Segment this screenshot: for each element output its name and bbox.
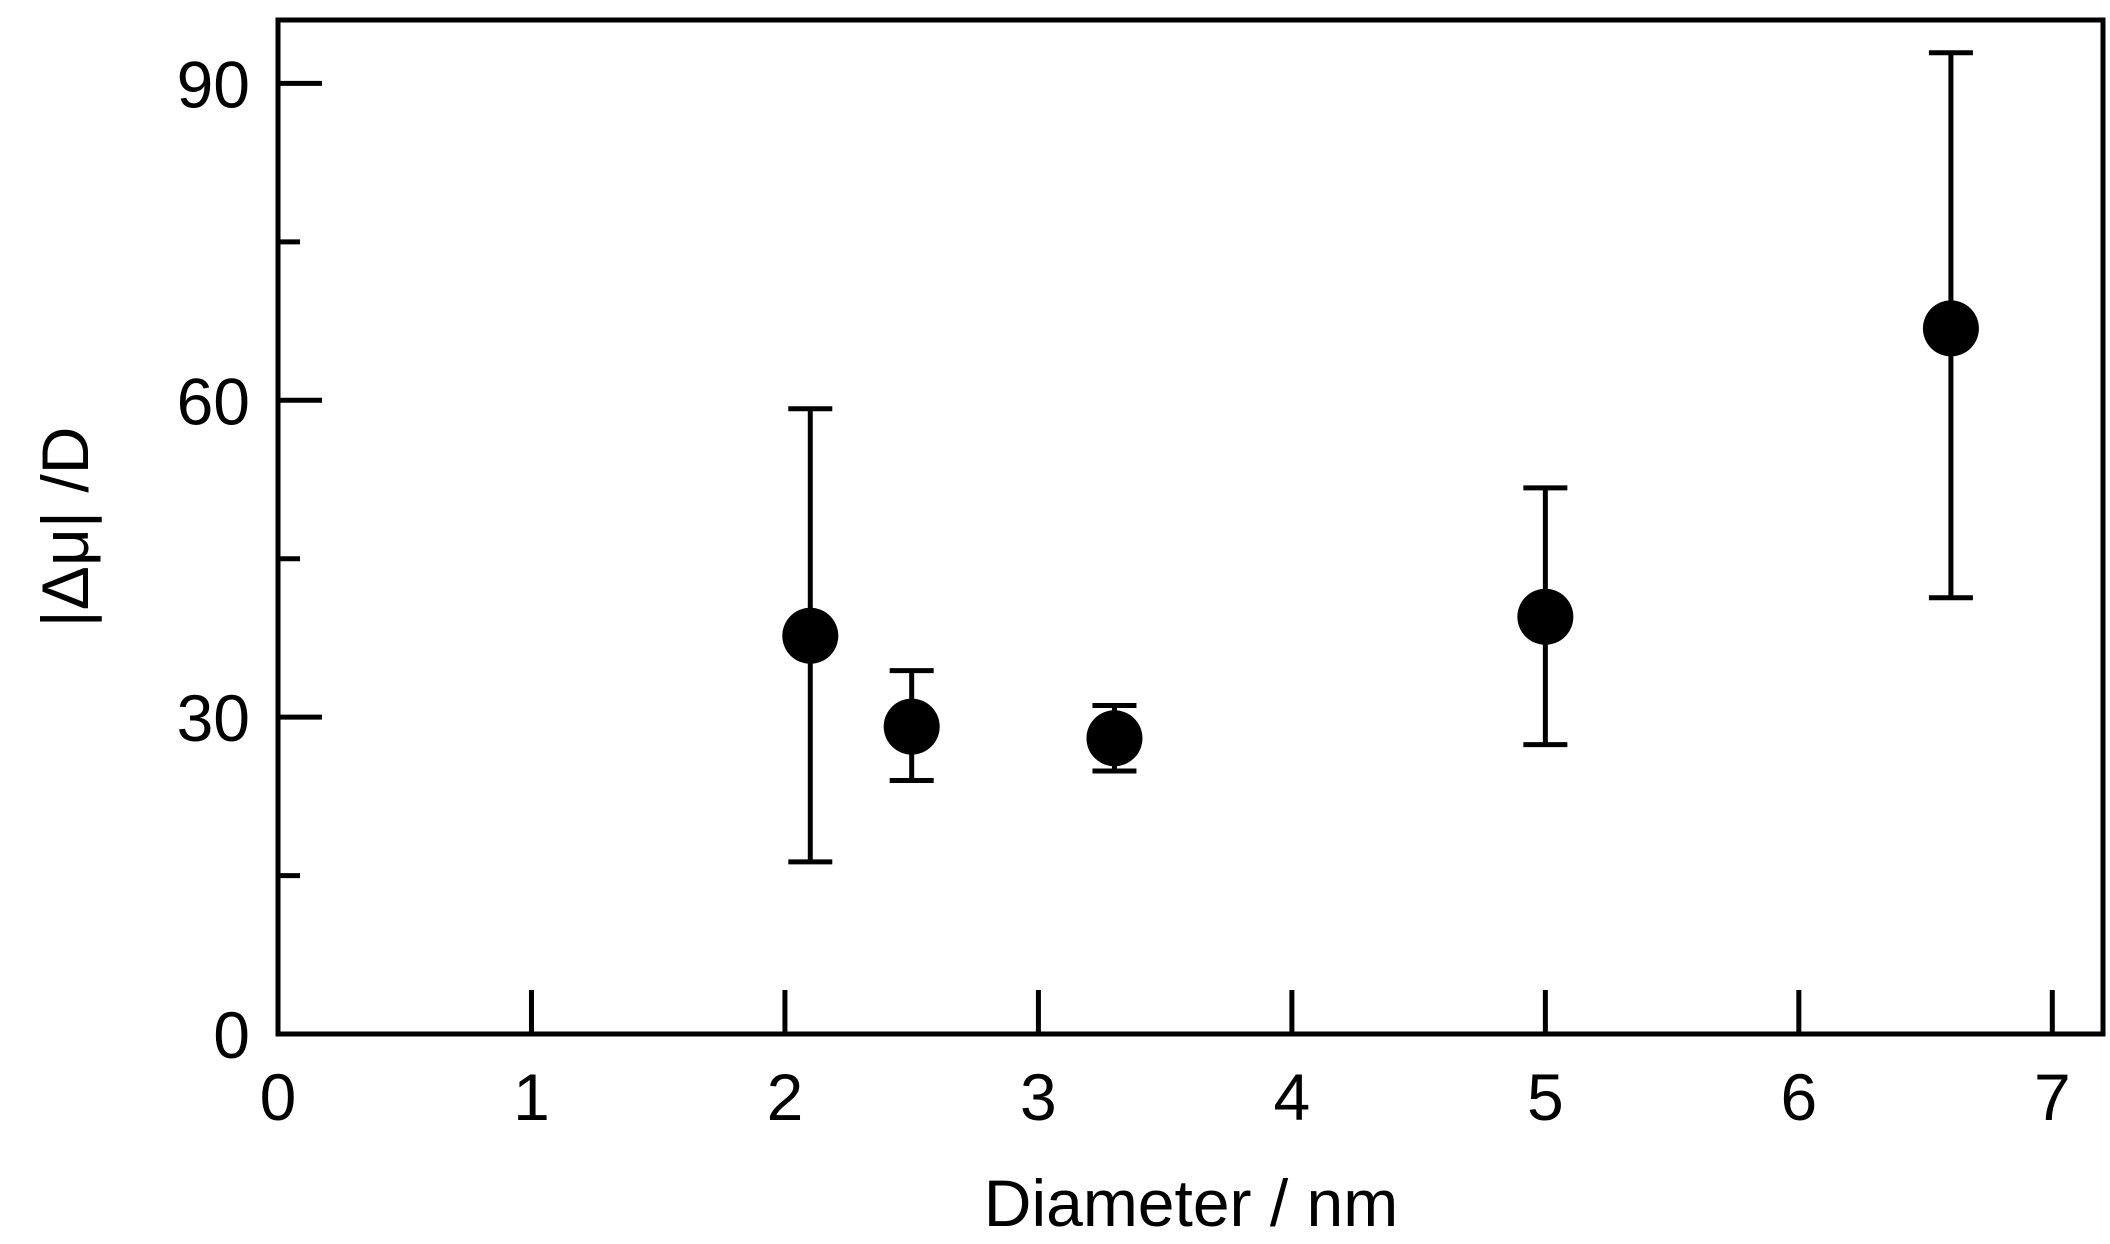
x-axis-title: Diameter / nm: [984, 1166, 1398, 1240]
x-tick-label-2: 2: [767, 1060, 804, 1134]
x-tick-label-5: 5: [1527, 1060, 1564, 1134]
axis-tick-labels: 0 1 2 3 4 5 6 7 0 30 60 90: [177, 47, 2071, 1134]
x-tick-label-0: 0: [260, 1060, 297, 1134]
x-tick-label-4: 4: [1274, 1060, 1311, 1134]
data-point-3: [1517, 588, 1574, 645]
data-point-1: [883, 698, 940, 755]
y-tick-label-2: 60: [177, 364, 250, 438]
data-point-4: [1922, 300, 1979, 357]
y-axis-title: |Δμ| /D: [28, 427, 102, 628]
x-tick-label-3: 3: [1020, 1060, 1057, 1134]
y-tick-label-1: 30: [177, 681, 250, 755]
axis-ticks: [275, 80, 2055, 1037]
y-tick-label-0: 0: [213, 998, 250, 1072]
data-point-2: [1086, 710, 1143, 767]
data-point-0: [782, 607, 839, 664]
data-points: [782, 300, 1979, 767]
plot-frame: [275, 17, 2106, 1037]
y-tick-label-3: 90: [177, 47, 250, 121]
x-tick-label-7: 7: [2034, 1060, 2071, 1134]
x-tick-label-6: 6: [1780, 1060, 1817, 1134]
x-tick-label-1: 1: [513, 1060, 550, 1134]
error-bars: [788, 50, 1973, 865]
